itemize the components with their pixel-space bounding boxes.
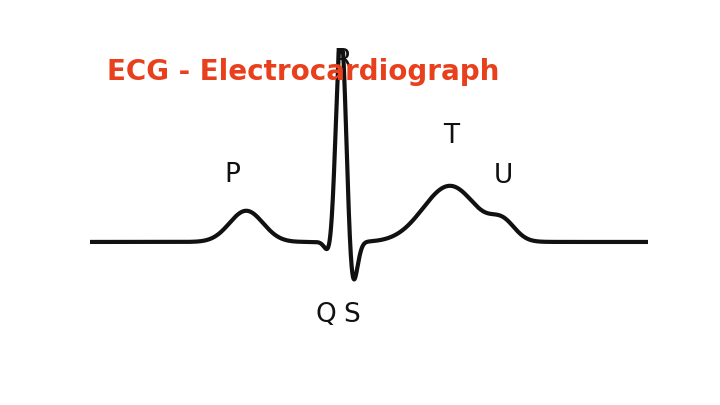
Text: Q: Q xyxy=(315,302,336,328)
Text: R: R xyxy=(333,48,351,74)
Text: ECG - Electrocardiograph: ECG - Electrocardiograph xyxy=(107,58,499,86)
Text: T: T xyxy=(444,123,459,149)
Text: P: P xyxy=(225,162,240,188)
Text: S: S xyxy=(343,302,359,328)
Text: U: U xyxy=(493,164,513,190)
